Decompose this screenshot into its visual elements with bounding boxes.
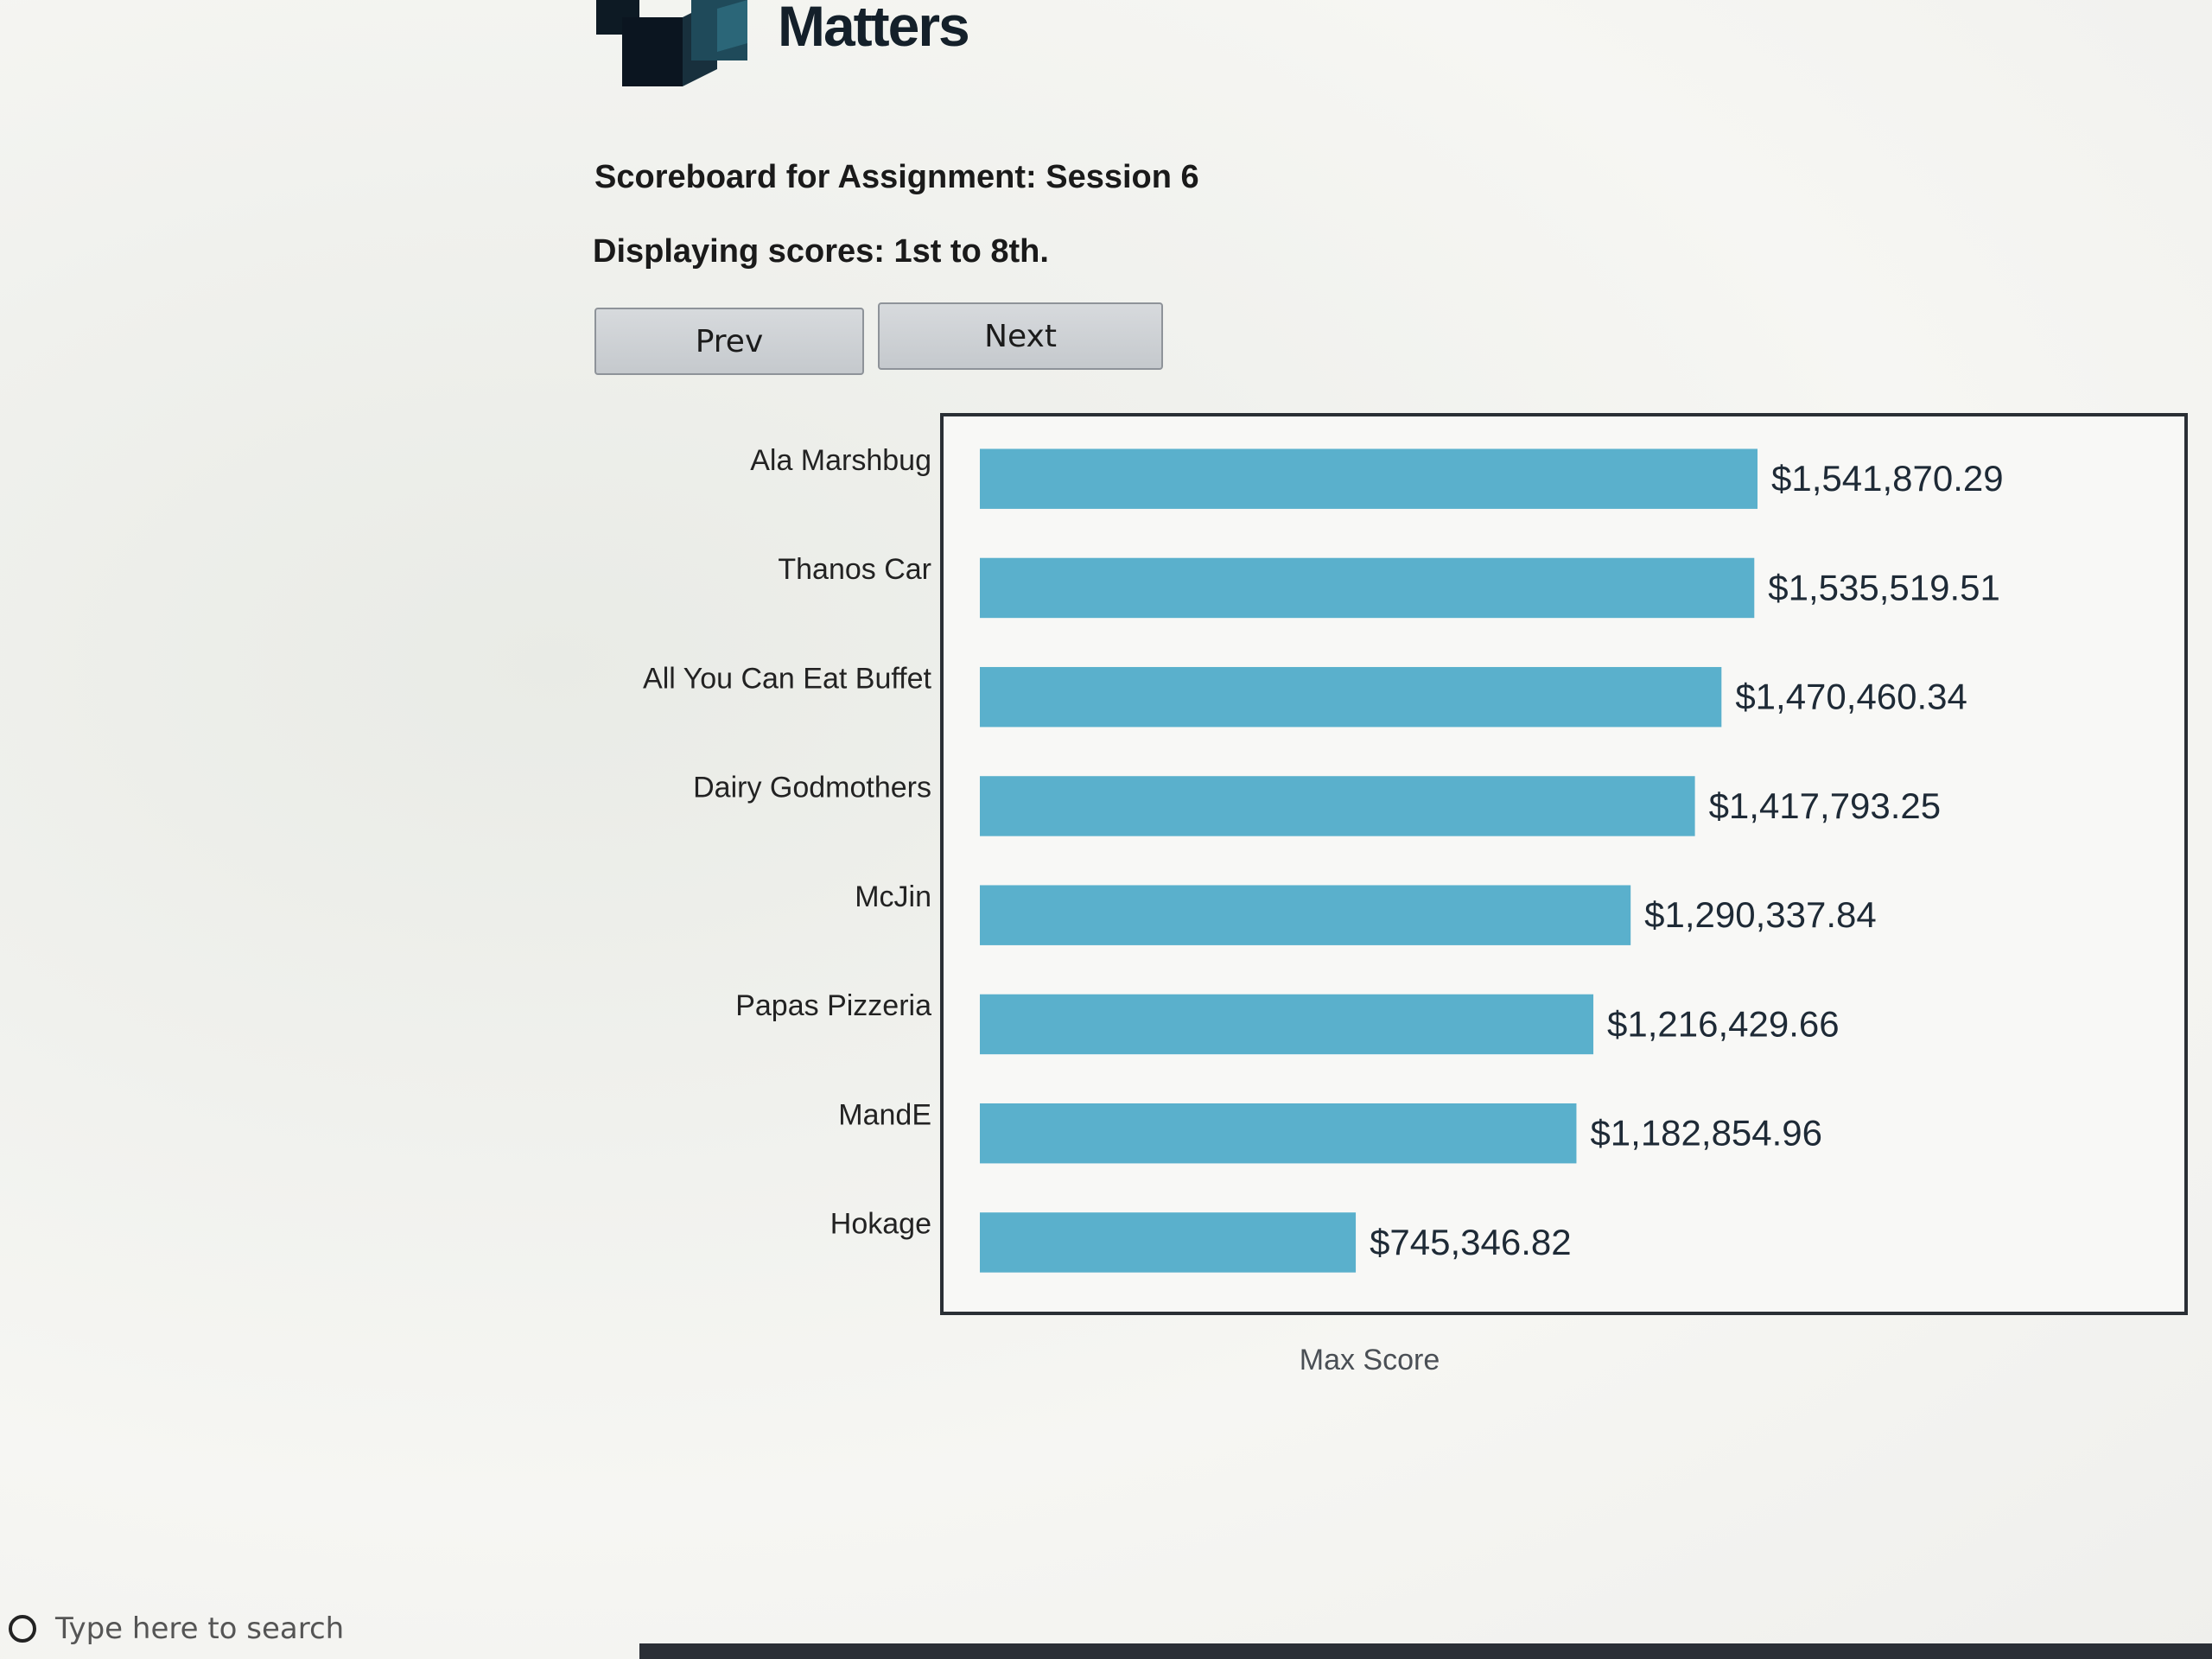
chart-frame <box>940 413 2188 1315</box>
category-label: All You Can Eat Buffet <box>643 662 932 695</box>
score-value-label: $1,470,460.34 <box>1735 677 1967 717</box>
score-bar <box>980 1103 1577 1164</box>
taskbar <box>639 1643 2212 1659</box>
score-value-label: $1,417,793.25 <box>1709 785 1942 826</box>
score-value-label: $1,182,854.96 <box>1590 1113 1822 1154</box>
search-placeholder: Type here to search <box>55 1611 345 1646</box>
page-title: Scoreboard for Assignment: Session 6 <box>594 159 1199 195</box>
category-label: McJin <box>855 880 931 913</box>
bar-chart-svg: Ala Marshbug $1,541,870.29 Thanos Car $1,53… <box>643 413 2188 1376</box>
score-bar <box>980 557 1755 619</box>
category-label: Dairy Godmothers <box>693 772 931 804</box>
category-label: Hokage <box>830 1208 931 1241</box>
category-label: MandE <box>838 1098 931 1131</box>
scoreboard-chart: Ala Marshbug $1,541,870.29 Thanos Car $1,53… <box>605 397 2212 1417</box>
score-range-text: Displaying scores: 1st to 8th. <box>593 233 1049 270</box>
taskbar-search-box[interactable]: Type here to search <box>0 1599 657 1659</box>
score-value-label: $1,216,429.66 <box>1607 1003 1840 1044</box>
score-bar <box>980 994 1594 1055</box>
category-label: Ala Marshbug <box>750 444 931 477</box>
next-button[interactable]: Next <box>878 302 1163 370</box>
score-bar <box>980 885 1631 945</box>
score-value-label: $1,535,519.51 <box>1768 567 2000 607</box>
score-value-label: $1,290,337.84 <box>1644 894 1877 935</box>
score-bar <box>980 1212 1357 1273</box>
score-bar <box>980 776 1695 836</box>
category-label: Papas Pizzeria <box>735 989 931 1022</box>
score-bar <box>980 448 1758 509</box>
category-label: Thanos Car <box>778 553 931 586</box>
score-value-label: $745,346.82 <box>1370 1222 1572 1262</box>
prev-button[interactable]: Prev <box>594 308 864 375</box>
logo: Matters <box>588 0 970 95</box>
logo-text: Matters <box>778 0 970 58</box>
x-axis-label: Max Score <box>1300 1344 1440 1376</box>
cube-logo-icon <box>596 0 747 86</box>
score-bar <box>980 666 1722 728</box>
cortana-circle-icon <box>9 1615 36 1643</box>
score-value-label: $1,541,870.29 <box>1771 458 2004 499</box>
